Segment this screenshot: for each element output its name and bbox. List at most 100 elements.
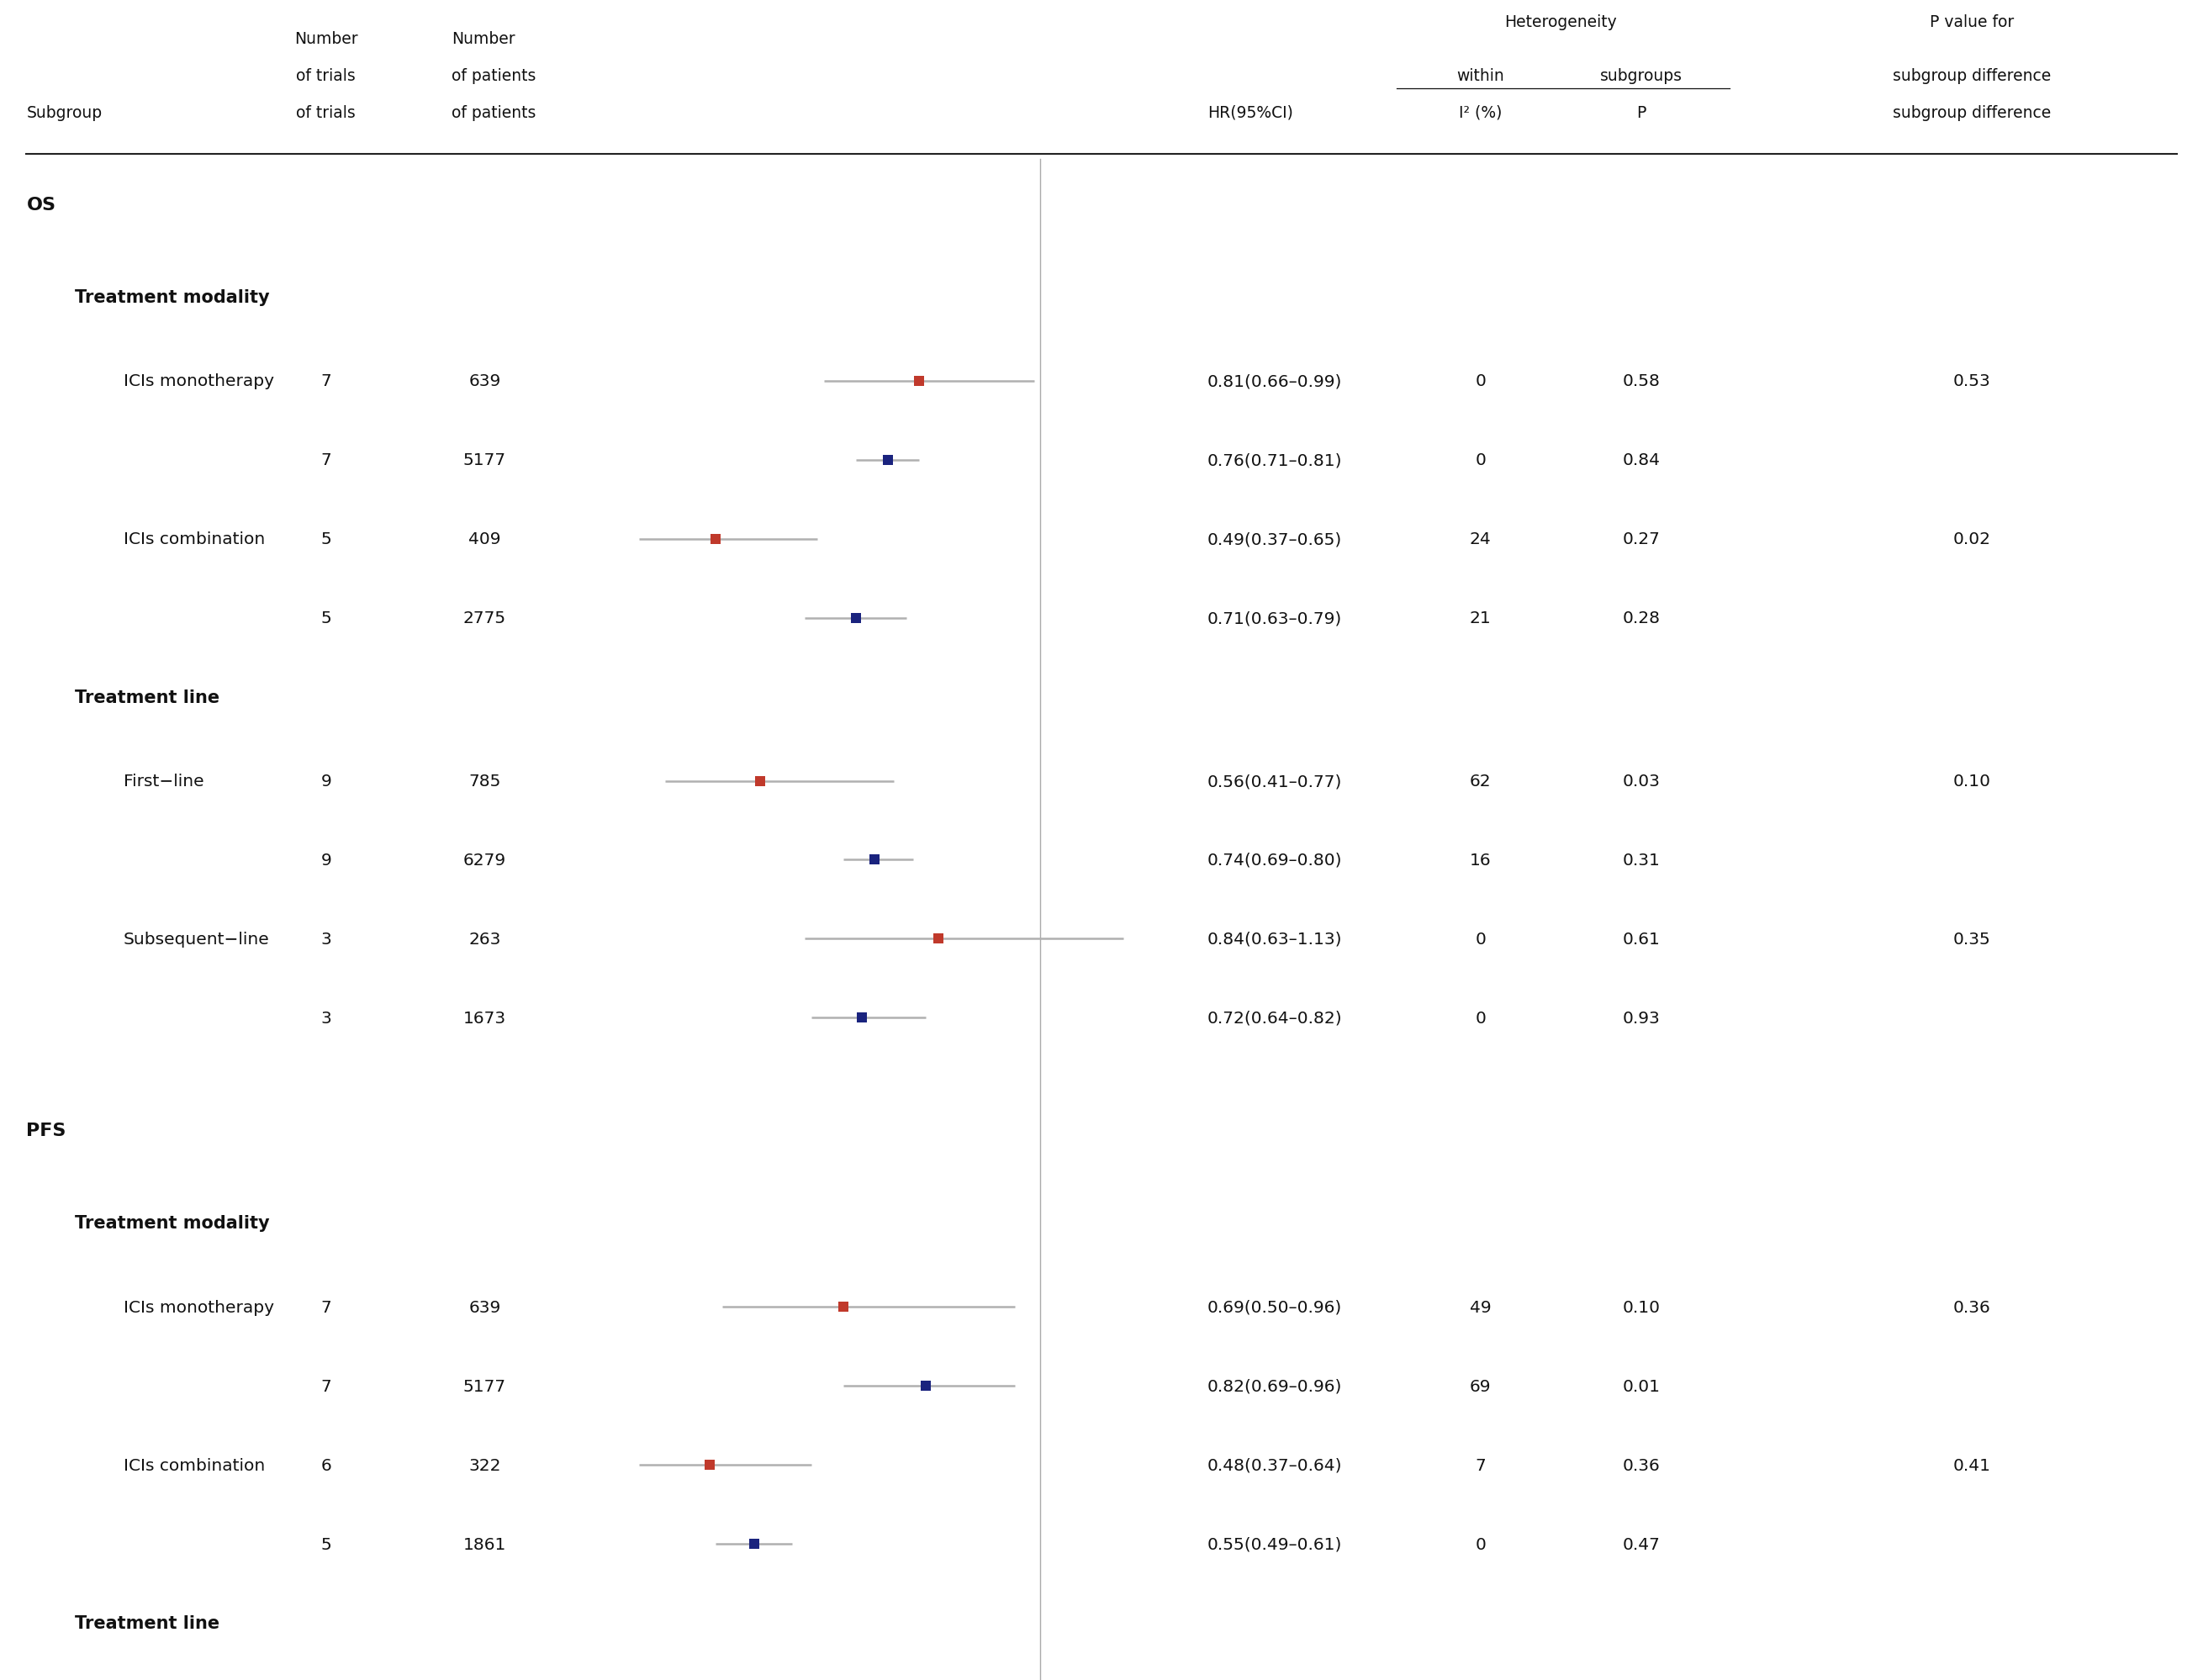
Text: 409: 409 — [469, 531, 500, 548]
Text: 5: 5 — [322, 531, 330, 548]
Text: within: within — [1456, 67, 1505, 84]
Point — [921, 926, 956, 953]
Text: 0: 0 — [1476, 1010, 1485, 1026]
Text: Subsequent−line: Subsequent−line — [123, 931, 269, 948]
Text: subgroups: subgroups — [1599, 67, 1683, 84]
Text: 7: 7 — [322, 452, 330, 469]
Point — [692, 1452, 727, 1478]
Text: 69: 69 — [1469, 1378, 1491, 1394]
Text: 785: 785 — [469, 773, 500, 790]
Text: 5: 5 — [322, 1536, 330, 1552]
Text: 5: 5 — [322, 610, 330, 627]
Text: 21: 21 — [1469, 610, 1491, 627]
Text: ICIs monotherapy: ICIs monotherapy — [123, 1299, 273, 1315]
Text: 0.27: 0.27 — [1621, 531, 1661, 548]
Text: Treatment line: Treatment line — [75, 689, 220, 706]
Text: 24: 24 — [1469, 531, 1491, 548]
Text: 0.61: 0.61 — [1621, 931, 1661, 948]
Text: 0.53: 0.53 — [1952, 373, 1992, 390]
Point — [736, 1530, 771, 1557]
Text: 0.81(0.66–0.99): 0.81(0.66–0.99) — [1207, 373, 1342, 390]
Text: of patients: of patients — [452, 67, 535, 84]
Text: 0.84: 0.84 — [1621, 452, 1661, 469]
Text: 0.10: 0.10 — [1952, 773, 1992, 790]
Text: 0.36: 0.36 — [1621, 1457, 1661, 1473]
Text: 9: 9 — [322, 852, 330, 869]
Text: I² (%): I² (%) — [1458, 104, 1502, 121]
Text: HR(95%CI): HR(95%CI) — [1207, 104, 1293, 121]
Text: 0.69(0.50–0.96): 0.69(0.50–0.96) — [1207, 1299, 1342, 1315]
Text: 6279: 6279 — [463, 852, 507, 869]
Point — [698, 526, 734, 553]
Text: 9: 9 — [322, 773, 330, 790]
Point — [826, 1294, 861, 1320]
Text: Treatment modality: Treatment modality — [75, 289, 269, 306]
Text: Treatment line: Treatment line — [75, 1614, 220, 1631]
Text: 0: 0 — [1476, 373, 1485, 390]
Text: 0.56(0.41–0.77): 0.56(0.41–0.77) — [1207, 773, 1342, 790]
Text: 0.01: 0.01 — [1621, 1378, 1661, 1394]
Text: 0.55(0.49–0.61): 0.55(0.49–0.61) — [1207, 1536, 1342, 1552]
Text: subgroup difference: subgroup difference — [1892, 67, 2051, 84]
Text: 0.93: 0.93 — [1621, 1010, 1661, 1026]
Text: 1673: 1673 — [463, 1010, 507, 1026]
Text: 0.28: 0.28 — [1621, 610, 1661, 627]
Text: 0.82(0.69–0.96): 0.82(0.69–0.96) — [1207, 1378, 1342, 1394]
Text: 263: 263 — [469, 931, 500, 948]
Text: 0: 0 — [1476, 1536, 1485, 1552]
Text: 0.58: 0.58 — [1621, 373, 1661, 390]
Text: 16: 16 — [1469, 852, 1491, 869]
Text: of patients: of patients — [452, 104, 535, 121]
Text: 0: 0 — [1476, 931, 1485, 948]
Text: 0.74(0.69–0.80): 0.74(0.69–0.80) — [1207, 852, 1342, 869]
Text: 7: 7 — [1476, 1457, 1485, 1473]
Text: 639: 639 — [469, 373, 500, 390]
Text: 0.03: 0.03 — [1621, 773, 1661, 790]
Text: OS: OS — [26, 197, 55, 213]
Point — [837, 605, 872, 632]
Text: 2775: 2775 — [463, 610, 507, 627]
Text: First−line: First−line — [123, 773, 203, 790]
Text: 7: 7 — [322, 1378, 330, 1394]
Text: Subgroup: Subgroup — [26, 104, 101, 121]
Text: PFS: PFS — [26, 1122, 66, 1139]
Text: Number: Number — [295, 30, 357, 47]
Text: 0.49(0.37–0.65): 0.49(0.37–0.65) — [1207, 531, 1342, 548]
Text: 5177: 5177 — [463, 452, 507, 469]
Text: 0.41: 0.41 — [1952, 1457, 1992, 1473]
Point — [908, 1373, 943, 1399]
Point — [844, 1005, 879, 1032]
Text: Number: Number — [452, 30, 516, 47]
Text: 0.48(0.37–0.64): 0.48(0.37–0.64) — [1207, 1457, 1342, 1473]
Text: 0.72(0.64–0.82): 0.72(0.64–0.82) — [1207, 1010, 1342, 1026]
Text: 6: 6 — [322, 1457, 330, 1473]
Text: Treatment modality: Treatment modality — [75, 1215, 269, 1231]
Text: 0.31: 0.31 — [1621, 852, 1661, 869]
Text: 62: 62 — [1469, 773, 1491, 790]
Text: 49: 49 — [1469, 1299, 1491, 1315]
Text: 0: 0 — [1476, 452, 1485, 469]
Text: 0.10: 0.10 — [1621, 1299, 1661, 1315]
Text: Heterogeneity: Heterogeneity — [1505, 13, 1617, 30]
Text: ICIs combination: ICIs combination — [123, 1457, 264, 1473]
Text: 7: 7 — [322, 373, 330, 390]
Text: 0.36: 0.36 — [1952, 1299, 1992, 1315]
Text: of trials: of trials — [295, 67, 357, 84]
Text: subgroup difference: subgroup difference — [1892, 104, 2051, 121]
Text: P value for: P value for — [1930, 13, 2014, 30]
Text: of trials: of trials — [295, 104, 357, 121]
Text: ICIs combination: ICIs combination — [123, 531, 264, 548]
Text: 0.71(0.63–0.79): 0.71(0.63–0.79) — [1207, 610, 1342, 627]
Text: 322: 322 — [469, 1457, 500, 1473]
Text: 0.35: 0.35 — [1952, 931, 1992, 948]
Text: 3: 3 — [322, 931, 330, 948]
Text: ICIs monotherapy: ICIs monotherapy — [123, 373, 273, 390]
Point — [857, 847, 892, 874]
Text: 639: 639 — [469, 1299, 500, 1315]
Text: 0.47: 0.47 — [1621, 1536, 1661, 1552]
Text: 0.76(0.71–0.81): 0.76(0.71–0.81) — [1207, 452, 1342, 469]
Text: 0.84(0.63–1.13): 0.84(0.63–1.13) — [1207, 931, 1342, 948]
Text: 3: 3 — [322, 1010, 330, 1026]
Text: 7: 7 — [322, 1299, 330, 1315]
Point — [901, 368, 936, 395]
